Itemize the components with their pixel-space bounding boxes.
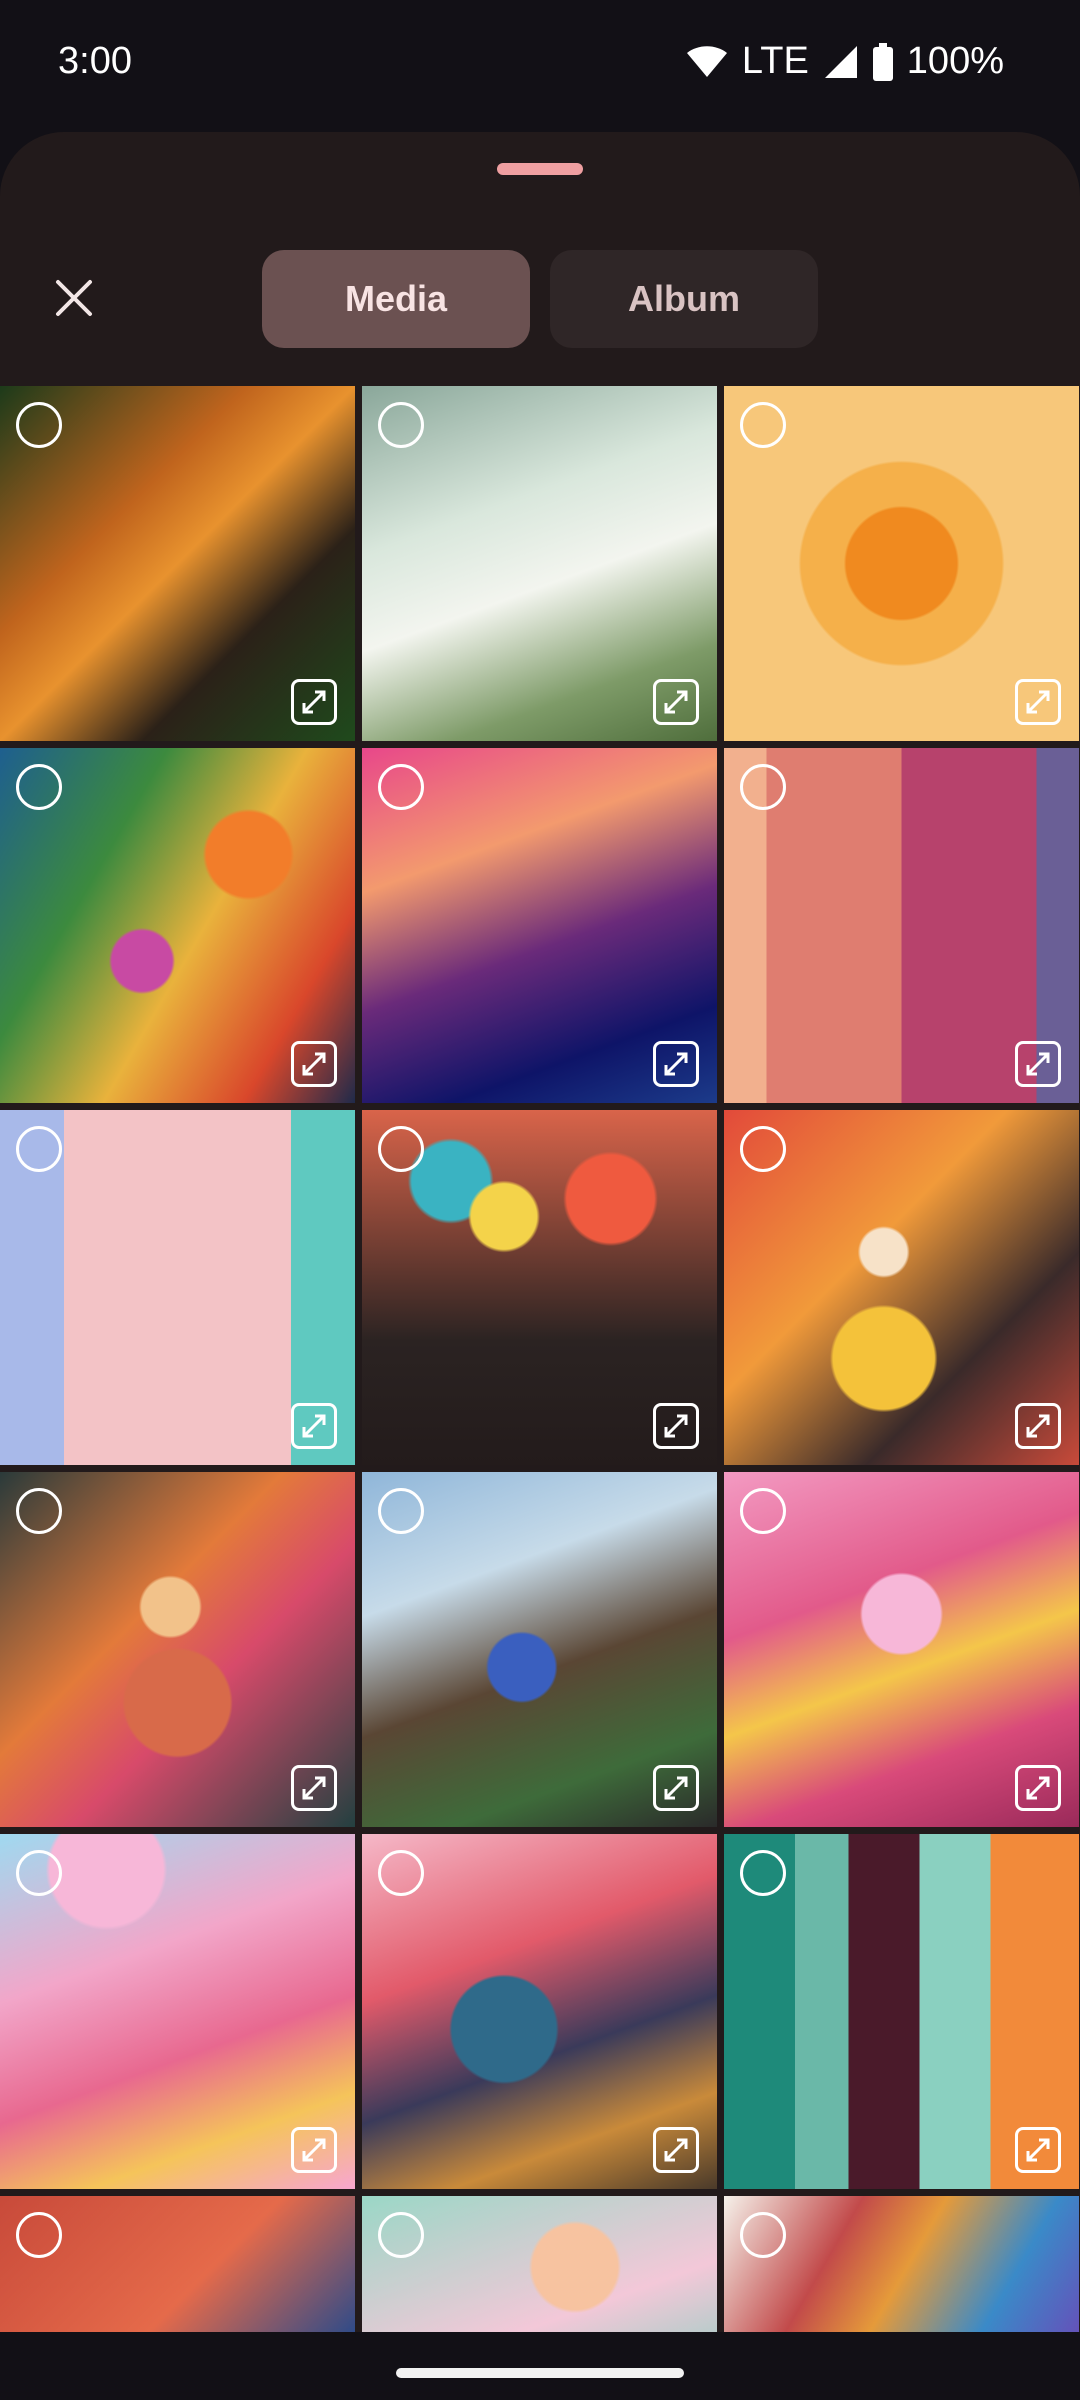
select-circle-icon[interactable] bbox=[740, 2212, 786, 2258]
expand-icon[interactable] bbox=[1015, 2127, 1061, 2173]
media-tile[interactable] bbox=[362, 1472, 717, 1827]
select-circle-icon[interactable] bbox=[16, 764, 62, 810]
expand-icon[interactable] bbox=[291, 679, 337, 725]
close-icon bbox=[56, 280, 92, 316]
media-tile[interactable] bbox=[362, 1834, 717, 2189]
media-tile[interactable] bbox=[0, 1110, 355, 1465]
battery-label: 100% bbox=[906, 40, 1004, 82]
expand-icon[interactable] bbox=[291, 1403, 337, 1449]
select-circle-icon[interactable] bbox=[740, 764, 786, 810]
media-tile[interactable] bbox=[724, 386, 1079, 741]
tab-album[interactable]: Album bbox=[550, 250, 818, 348]
select-circle-icon[interactable] bbox=[16, 1488, 62, 1534]
status-bar: 3:00 LTE 100% bbox=[0, 0, 1080, 130]
drag-handle[interactable] bbox=[497, 163, 583, 175]
select-circle-icon[interactable] bbox=[378, 1850, 424, 1896]
network-label: LTE bbox=[741, 40, 809, 82]
close-button[interactable] bbox=[40, 264, 108, 332]
media-tile[interactable] bbox=[724, 1472, 1079, 1827]
select-circle-icon[interactable] bbox=[378, 764, 424, 810]
select-circle-icon[interactable] bbox=[16, 2212, 62, 2258]
media-tile[interactable] bbox=[724, 1834, 1079, 2189]
wifi-icon bbox=[686, 45, 727, 77]
expand-icon[interactable] bbox=[1015, 1765, 1061, 1811]
select-circle-icon[interactable] bbox=[378, 1488, 424, 1534]
select-circle-icon[interactable] bbox=[16, 1850, 62, 1896]
tab-media[interactable]: Media bbox=[262, 250, 530, 348]
expand-icon[interactable] bbox=[653, 1403, 699, 1449]
nav-bar bbox=[0, 2332, 1080, 2400]
media-picker-sheet: Media Album bbox=[0, 132, 1080, 2400]
media-tile[interactable] bbox=[724, 1110, 1079, 1465]
media-tile[interactable] bbox=[0, 1472, 355, 1827]
expand-icon[interactable] bbox=[653, 2127, 699, 2173]
select-circle-icon[interactable] bbox=[16, 402, 62, 448]
media-grid bbox=[0, 386, 1080, 2400]
expand-icon[interactable] bbox=[1015, 1403, 1061, 1449]
select-circle-icon[interactable] bbox=[740, 1126, 786, 1172]
expand-icon[interactable] bbox=[291, 1765, 337, 1811]
media-tile[interactable] bbox=[724, 748, 1079, 1103]
expand-icon[interactable] bbox=[1015, 1041, 1061, 1087]
select-circle-icon[interactable] bbox=[378, 2212, 424, 2258]
select-circle-icon[interactable] bbox=[16, 1126, 62, 1172]
battery-icon bbox=[872, 42, 893, 81]
media-tile[interactable] bbox=[362, 1110, 717, 1465]
expand-icon[interactable] bbox=[291, 1041, 337, 1087]
media-tile[interactable] bbox=[0, 748, 355, 1103]
media-tile[interactable] bbox=[0, 386, 355, 741]
select-circle-icon[interactable] bbox=[740, 402, 786, 448]
select-circle-icon[interactable] bbox=[378, 402, 424, 448]
media-tile[interactable] bbox=[362, 748, 717, 1103]
status-icons: LTE 100% bbox=[686, 40, 1004, 83]
expand-icon[interactable] bbox=[653, 1765, 699, 1811]
signal-icon bbox=[824, 45, 857, 78]
select-circle-icon[interactable] bbox=[740, 1850, 786, 1896]
expand-icon[interactable] bbox=[291, 2127, 337, 2173]
expand-icon[interactable] bbox=[1015, 679, 1061, 725]
media-tile[interactable] bbox=[0, 1834, 355, 2189]
select-circle-icon[interactable] bbox=[378, 1126, 424, 1172]
expand-icon[interactable] bbox=[653, 679, 699, 725]
media-tile[interactable] bbox=[362, 386, 717, 741]
status-time: 3:00 bbox=[58, 40, 132, 82]
expand-icon[interactable] bbox=[653, 1041, 699, 1087]
select-circle-icon[interactable] bbox=[740, 1488, 786, 1534]
home-gesture-handle[interactable] bbox=[396, 2368, 684, 2378]
